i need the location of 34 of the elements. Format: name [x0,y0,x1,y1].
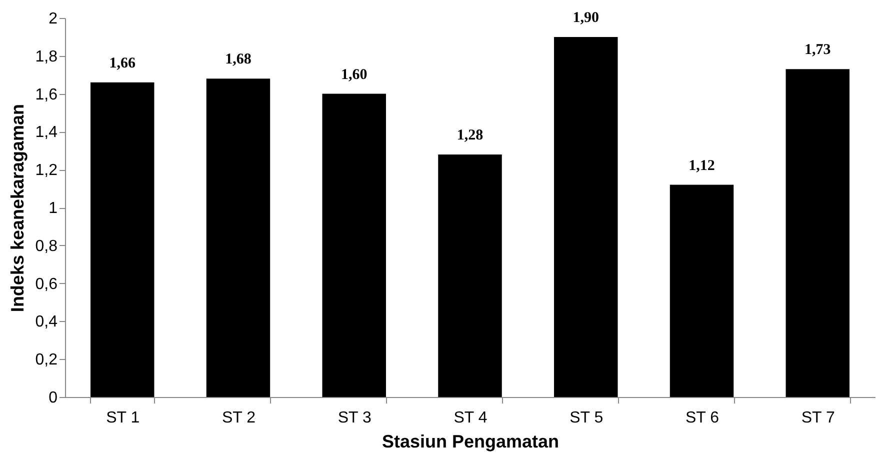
bar [206,78,270,397]
data-label: 1,60 [340,66,368,83]
data-label: 1,68 [225,52,252,68]
y-tick-label: 1,4 [35,124,58,142]
data-label: 1,28 [456,127,484,144]
data-label: 1,90 [572,10,600,26]
y-tick-label: 1 [48,200,58,217]
y-tick-label: 1,2 [35,162,58,180]
y-tick-label: 1,8 [35,48,58,66]
data-label: 1,73 [804,42,831,58]
y-tick-label: 1,6 [35,86,58,104]
bar [322,94,386,397]
bar [554,36,618,397]
data-label: 1,12 [688,158,715,174]
y-tick-label: 0,8 [35,238,58,255]
bar [670,184,734,397]
x-tick-label: ST 5 [570,410,604,426]
x-tick-label: ST 4 [454,410,488,426]
bar [90,82,154,397]
x-tick-label: ST 6 [686,410,720,426]
y-tick-label: 0,2 [35,352,58,369]
y-tick-label: 0,4 [35,314,58,331]
x-tick-label: ST 1 [106,410,140,426]
x-tick-label: ST 2 [222,410,256,426]
y-tick-label: 0,6 [35,276,58,293]
bar [786,69,850,397]
data-label: 1,66 [109,55,136,72]
y-axis-title: Indeks keanekaragaman [7,104,28,312]
x-tick-label: ST 7 [801,410,835,426]
bar [438,154,502,397]
y-tick-label: 0 [48,390,58,406]
y-tick-label: 2 [48,10,58,28]
x-tick-label: ST 3 [338,410,372,426]
x-axis-title: Stasiun Pengamatan [382,432,560,452]
